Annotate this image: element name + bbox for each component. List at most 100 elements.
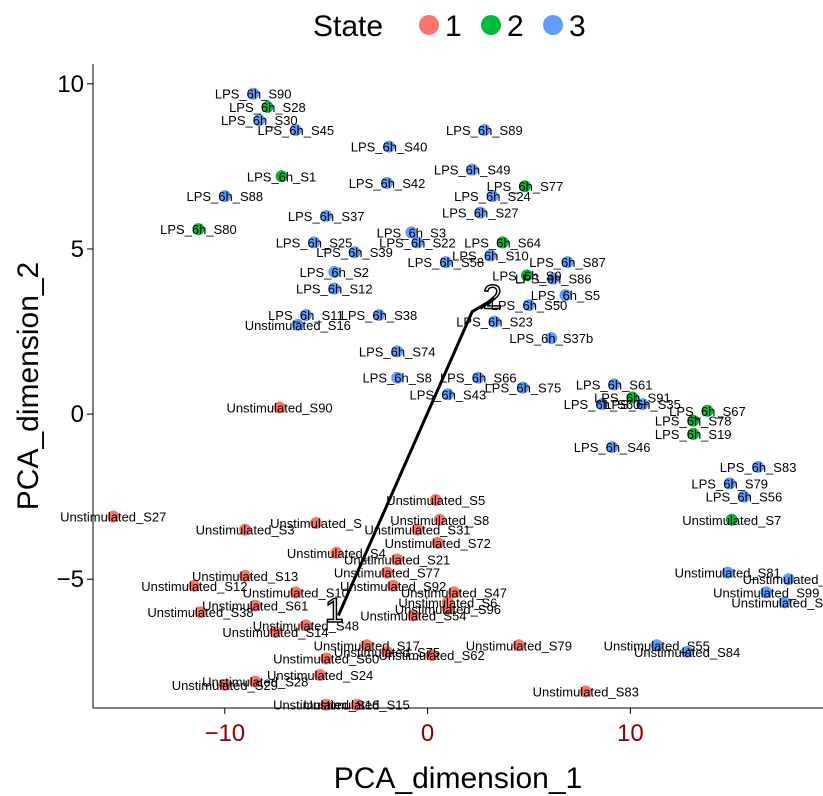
y-tick-label: 0 <box>71 401 84 428</box>
data-point <box>723 477 736 490</box>
point-label: Unstimulated_S84 <box>634 645 740 660</box>
point-label: LPS_6h_S88 <box>186 189 263 204</box>
point-label: Unstimulated_S29 <box>172 678 278 693</box>
point-label: Unstimulated_S6 <box>398 595 497 610</box>
trajectory-line <box>336 297 496 617</box>
point-label: LPS_6h_S3 <box>377 225 446 240</box>
point-label: LPS_6h_S10 <box>452 249 529 264</box>
data-point <box>545 332 558 345</box>
legend-label-1: 1 <box>445 10 462 43</box>
trajectory-node-label: 1 <box>325 592 344 630</box>
data-point <box>407 609 420 622</box>
point-label: LPS_6h_S43 <box>410 387 487 402</box>
point-label: LPS_6h_S2 <box>300 265 369 280</box>
legend-swatch-1 <box>419 15 439 35</box>
point-label: LPS_6h_S46 <box>574 440 651 455</box>
data-point <box>725 513 738 526</box>
point-label: LPS_6h_S40 <box>351 140 428 155</box>
data-point <box>192 223 205 236</box>
data-point <box>239 523 252 536</box>
point-label: Unstimulated_S21 <box>344 552 450 567</box>
point-label: LPS_6h_S39 <box>316 245 393 260</box>
point-label: Unstimulated_S7 <box>682 513 781 528</box>
point-label: Unstimulated_S72 <box>385 536 491 551</box>
data-point <box>289 586 302 599</box>
point-label: LPS_6h_S75 <box>485 381 562 396</box>
point-label: LPS_6h_S74 <box>359 344 436 359</box>
point-label: LPS_6h_S78 <box>655 414 732 429</box>
data-point <box>314 668 327 681</box>
point-label: LPS_6h_S79 <box>691 476 768 491</box>
point-label: Unstimulated_S28 <box>202 675 308 690</box>
point-label: Unstimulated_S5 <box>386 493 485 508</box>
data-point <box>411 523 424 536</box>
legend-swatch-2 <box>481 15 501 35</box>
data-point <box>107 510 120 523</box>
point-label: LPS_6h_S25 <box>276 235 353 250</box>
point-label: Unstimulated_S27 <box>60 509 166 524</box>
data-point <box>291 318 304 331</box>
data-point <box>381 566 394 579</box>
trajectory-tree: 12 <box>324 278 503 631</box>
data-point <box>239 569 252 582</box>
trajectory-node-label: 2 <box>483 278 502 316</box>
point-label: LPS_6h_S24 <box>454 189 531 204</box>
point-label: Unstimulated_S10 <box>243 585 349 600</box>
point-label: Unstimulated_S3 <box>196 523 295 538</box>
legend-swatch-3 <box>543 15 563 35</box>
data-point <box>360 639 373 652</box>
data-point <box>275 170 288 183</box>
data-point <box>328 266 341 279</box>
data-point <box>518 180 531 193</box>
point-label: LPS_6h_S64 <box>464 235 541 250</box>
point-label: LPS_6h_S12 <box>296 282 373 297</box>
data-point <box>626 391 639 404</box>
data-point <box>320 652 333 665</box>
data-point <box>737 490 750 503</box>
data-point <box>472 371 485 384</box>
data-point <box>496 236 509 249</box>
point-label: LPS_6h_S30 <box>221 113 298 128</box>
point-label: Unstimulated_S60 <box>273 651 379 666</box>
data-point <box>383 140 396 153</box>
point-label: Unstimulated_S31 <box>364 523 470 538</box>
point-label: Unstimulated_S95 <box>731 595 823 610</box>
point-label: Unstimulated_S14 <box>222 625 328 640</box>
point-label: Unstimulated_S48 <box>253 618 359 633</box>
data-point <box>484 249 497 262</box>
point-label: Unstimulated_S96 <box>395 602 501 617</box>
data-point <box>289 124 302 137</box>
point-label: LPS_6h_S80 <box>160 222 237 237</box>
data-point <box>701 404 714 417</box>
data-point <box>778 596 791 609</box>
point-label: Unstimulated_S16 <box>273 698 379 713</box>
data-point <box>433 513 446 526</box>
data-point <box>381 176 394 189</box>
data-point <box>478 124 491 137</box>
data-point <box>249 675 262 688</box>
y-axis-title: PCA_dimension_2 <box>12 262 45 510</box>
data-point <box>516 381 529 394</box>
point-label: LPS_6h_S38 <box>341 308 418 323</box>
data-point <box>595 398 608 411</box>
point-label: LPS_6h_S61 <box>576 377 653 392</box>
data-point <box>441 602 454 615</box>
data-point <box>522 299 535 312</box>
data-point <box>681 645 694 658</box>
point-label: Unstimulated_S62 <box>379 648 485 663</box>
point-label: Unstimulated_S77 <box>334 566 440 581</box>
point-label: Unstimulated_S38 <box>147 605 253 620</box>
data-point <box>650 639 663 652</box>
point-label: Unstimulated_S55 <box>604 638 710 653</box>
data-point <box>512 639 525 652</box>
data-point <box>760 586 773 599</box>
data-point <box>273 401 286 414</box>
point-label: LPS_6h_S87 <box>529 255 606 270</box>
data-point <box>411 236 424 249</box>
data-point <box>561 256 574 269</box>
data-point <box>782 573 795 586</box>
point-label: LPS_6h_S67 <box>669 404 746 419</box>
data-point <box>218 190 231 203</box>
point-label: Unstimulated_S12 <box>141 579 247 594</box>
